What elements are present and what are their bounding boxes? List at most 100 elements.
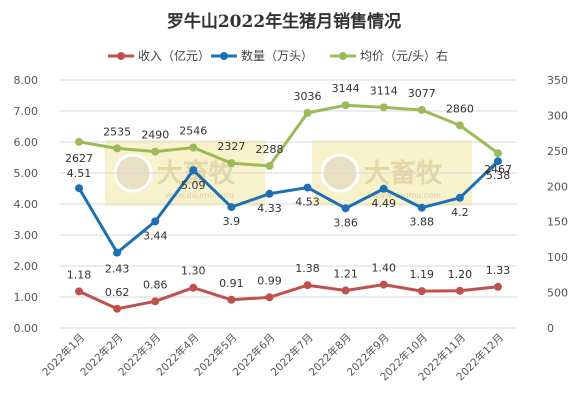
y-right-tick-label: 1500 [547,216,568,229]
series-line [77,103,500,168]
data-label: 1.38 [295,262,320,275]
data-point [227,295,236,304]
legend-swatch-marker [117,52,125,60]
data-label: 4.2 [451,206,469,219]
y-left-tick-label: 2.00 [14,260,39,273]
series-line [77,283,500,311]
y-right-tick-label: 2500 [547,145,568,158]
data-label: 4.49 [371,197,396,210]
data-label: 2.43 [105,263,130,276]
data-point [379,184,388,193]
data-label: 1.20 [448,268,473,281]
y-left-tick-label: 1.00 [14,291,39,304]
data-point [417,287,426,296]
legend-label: 数量（万头） [241,48,313,63]
data-label: 2467 [484,163,512,176]
data-point [265,293,274,302]
data-point [265,161,274,170]
data-label: 3.44 [143,229,168,242]
data-label: 3077 [408,87,436,100]
y-right-tick-label: 0 [547,322,554,335]
series [75,101,502,313]
data-label: 1.33 [486,264,511,277]
data-point [75,184,84,193]
data-point [455,193,464,202]
data-label: 3.88 [410,216,435,229]
data-label: 4.51 [67,167,92,180]
data-point [227,159,236,168]
legend-item: 数量（万头） [211,48,313,63]
data-point [113,304,122,313]
data-point [455,121,464,130]
data-label: 1.21 [333,267,358,280]
data-label: 2535 [103,125,131,138]
data-label: 5.38 [486,169,511,182]
data-point [75,137,84,146]
y-right-tick-label: 2000 [547,180,568,193]
data-point [417,203,426,212]
data-label: 0.62 [105,286,130,299]
data-point [75,287,84,296]
series-line [77,159,500,255]
data-point [113,248,122,257]
data-label: 0.86 [143,278,168,291]
y-right-tick-label: 500 [547,287,568,300]
y-left-tick-label: 7.00 [14,105,39,118]
legend-label: 收入（亿元） [138,48,210,63]
data-point [379,280,388,289]
data-point [113,144,122,153]
data-label: 3.9 [223,215,241,228]
y-left-tick-label: 0.00 [14,322,39,335]
data-point [151,147,160,156]
y-right-tick-label: 3500 [547,74,568,87]
data-label: 2327 [217,140,245,153]
data-label: 1.18 [67,268,92,281]
gridlines [60,79,517,329]
data-point [303,281,312,290]
data-label: 3114 [370,84,398,97]
data-point [227,203,236,212]
data-point [455,286,464,295]
data-label: 4.33 [257,202,282,215]
legend: 收入（亿元） 数量（万头） 均价（元/头）右 [108,48,448,63]
data-label: 2627 [65,152,93,165]
data-label: 1.30 [181,265,206,278]
data-label: 2546 [179,125,207,138]
data-label: 4.53 [295,196,320,209]
legend-item: 均价（元/头）右 [330,48,448,63]
y-left-tick-label: 3.00 [14,229,39,242]
data-point [189,283,198,292]
data-point [189,143,198,152]
y-left-tick-label: 6.00 [14,136,39,149]
data-label: 0.91 [219,277,244,290]
data-labels: 1.18 0.62 0.86 1.30 0.91 0.99 1.38 1.21 1.40 1.19… [65,82,512,299]
y-left-tick-label: 4.00 [14,198,39,211]
data-point [265,189,274,198]
data-point [151,297,160,306]
data-label: 1.19 [410,268,435,281]
data-point [417,105,426,114]
data-point [303,108,312,117]
data-point [493,282,502,291]
data-point [303,183,312,192]
legend-swatch-marker [339,52,347,60]
legend-label: 均价（元/头）右 [360,48,448,63]
data-label: 3036 [294,90,322,103]
data-label: 5.09 [181,179,206,192]
data-label: 0.99 [257,274,282,287]
data-label: 3.86 [333,216,358,229]
y-right-tick-label: 3000 [547,109,568,122]
y-left-tick-label: 8.00 [14,74,39,87]
chart-title: 罗牛山2022年生猪月销售情况 [167,11,401,32]
data-label: 2288 [255,143,283,156]
data-point [341,286,350,295]
watermark-subtext: www.daumu.com [165,191,234,200]
data-point [151,217,160,226]
legend-item: 收入（亿元） [108,48,210,63]
data-label: 1.40 [371,262,396,275]
legend-swatch-marker [220,52,228,60]
data-label: 2860 [446,102,474,115]
data-point [341,101,350,110]
data-point [493,157,502,166]
